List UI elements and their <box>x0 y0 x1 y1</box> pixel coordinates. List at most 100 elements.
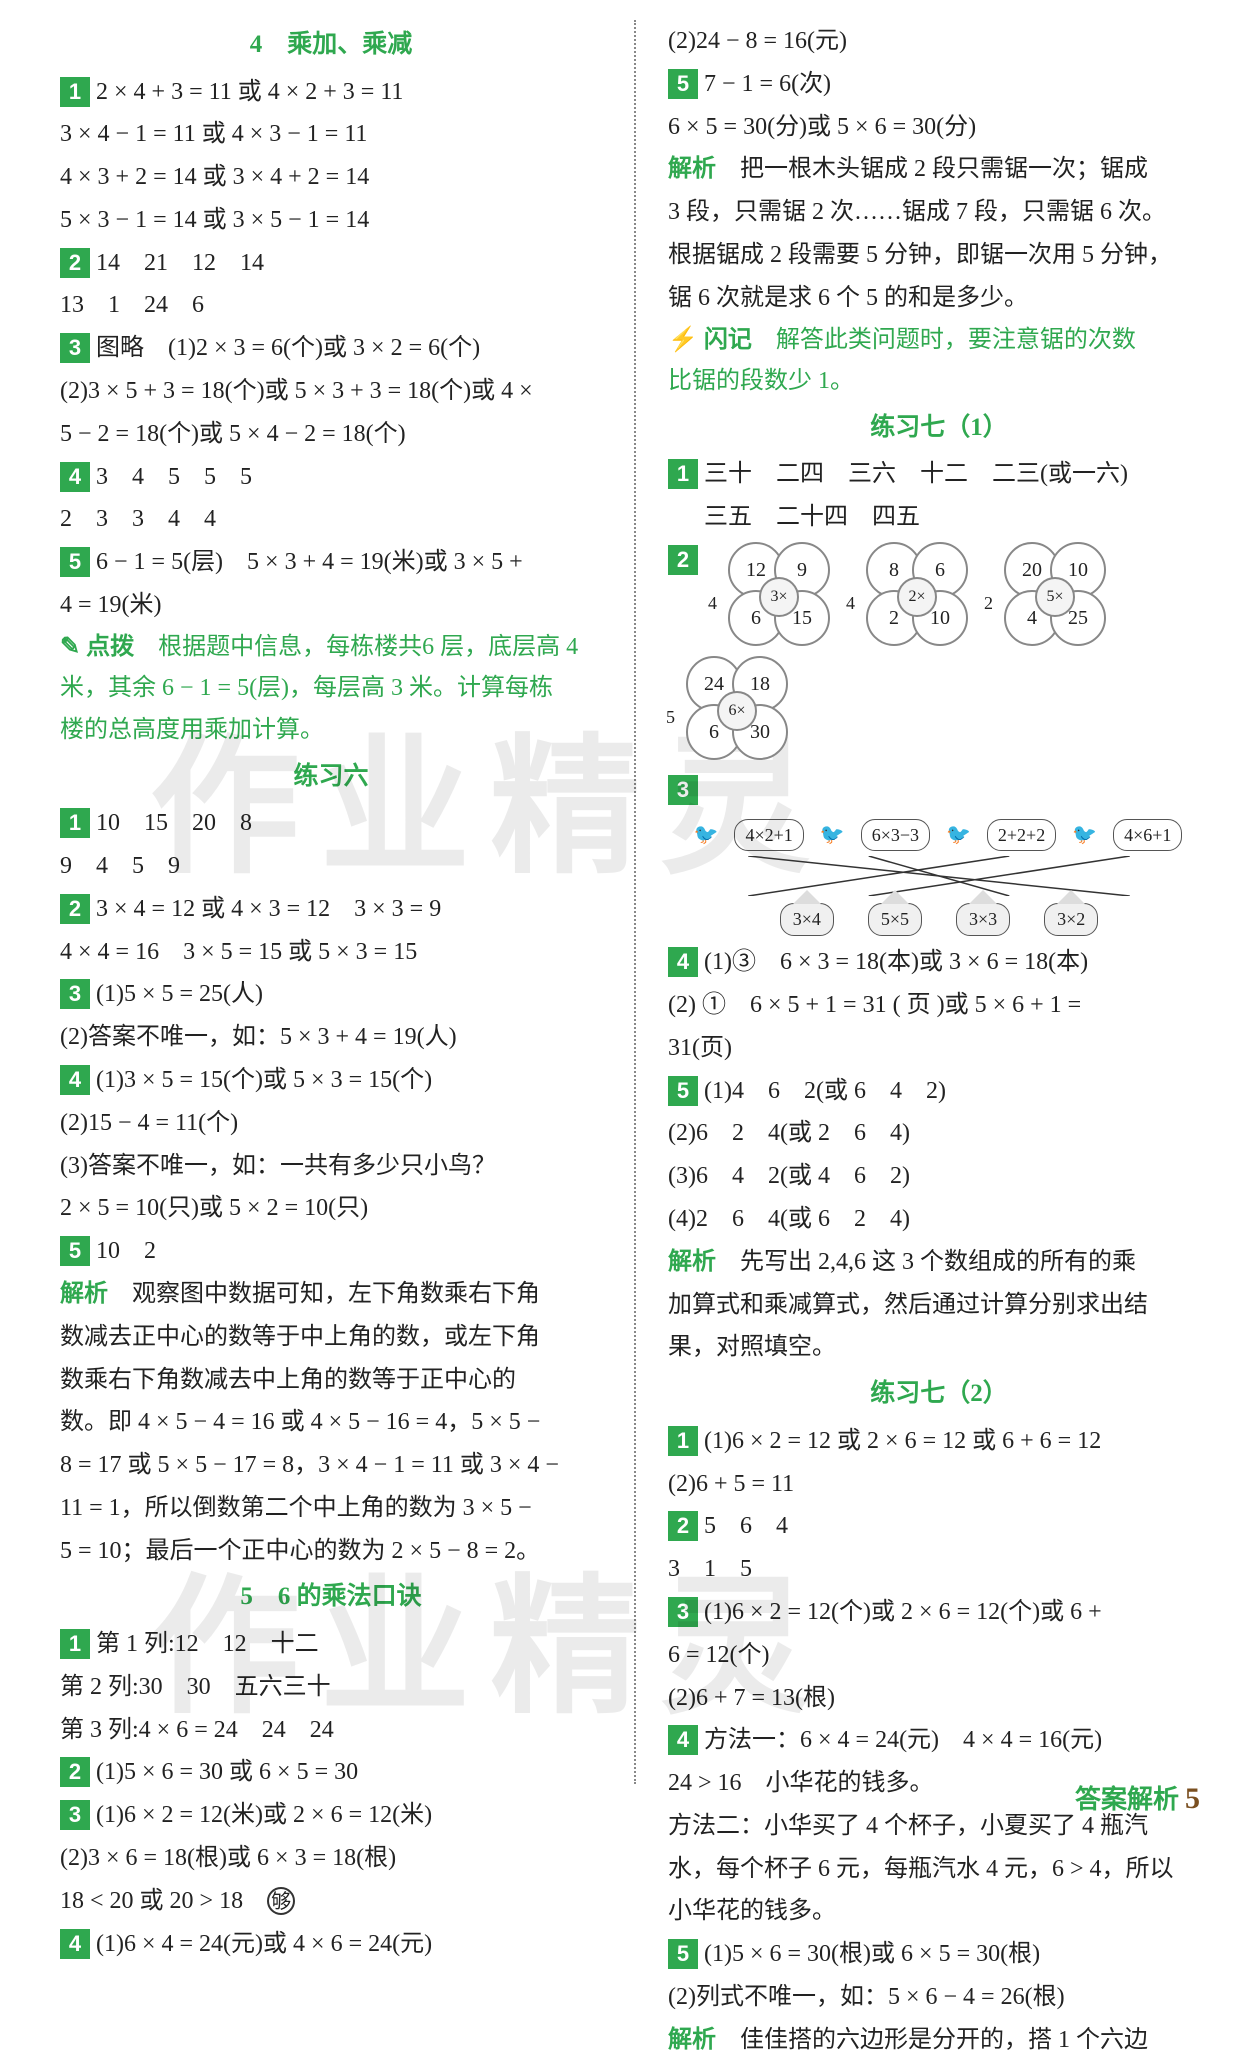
qnum-2: 2 <box>668 545 698 575</box>
page-container: 4 乘加、乘减 12 × 4 + 3 = 11 或 4 × 2 + 3 = 11… <box>60 20 1210 1784</box>
text: 5 − 2 = 18(个)或 5 × 4 − 2 = 18(个) <box>60 414 602 455</box>
fig3-top-row: 🐦 4×2+1 🐦 6×3−3 🐦 2+2+2 🐦 4×6+1 <box>668 814 1210 855</box>
text: (1)6 × 4 = 24(元)或 4 × 6 = 24(元) <box>96 1931 432 1957</box>
text: (2)3 × 5 + 3 = 18(个)或 5 × 3 + 3 = 18(个)或… <box>60 371 602 412</box>
expr-pill: 4×2+1 <box>734 819 803 852</box>
tip-text: 根据题中信息，每栋楼共6 层，底层高 4 <box>158 634 578 660</box>
text: 2 × 4 + 3 = 11 或 4 × 2 + 3 = 11 <box>96 79 403 105</box>
fig3-bottom-row: 3×4 5×5 3×3 3×2 <box>668 898 1210 939</box>
tip-text: 楼的总高度用乘加计算。 <box>60 711 602 751</box>
house-pill: 3×3 <box>956 903 1010 936</box>
text: (2)3 × 6 = 18(根)或 6 × 3 = 18(根) <box>60 1838 602 1879</box>
text: 小华花的钱多。 <box>668 1891 1210 1932</box>
exercise-7-2-title: 练习七（2） <box>668 1373 1210 1416</box>
tip-text: 比锯的段数少 1。 <box>668 362 1210 402</box>
qnum-5: 5 <box>668 69 698 99</box>
section-4-title: 4 乘加、乘减 <box>60 24 602 67</box>
circled-char: 够 <box>267 1887 295 1915</box>
text: (2)6 + 5 = 11 <box>668 1464 1210 1505</box>
text: 根据锯成 2 段需要 5 分钟，即锯一次用 5 分钟， <box>668 235 1210 276</box>
expr-pill: 4×6+1 <box>1113 819 1182 852</box>
text: (2)24 − 8 = 16(元) <box>668 21 1210 62</box>
flash-icon: ⚡ <box>668 327 704 353</box>
text: 7 − 1 = 6(次) <box>704 71 831 97</box>
text: 先写出 2,4,6 这 3 个数组成的所有的乘 <box>740 1249 1136 1275</box>
qnum-1: 1 <box>60 1629 90 1659</box>
text: 5 = 10；最后一个正中心的数为 2 × 5 − 8 = 2。 <box>60 1531 602 1572</box>
qnum-3: 3 <box>60 979 90 1009</box>
text: 6 × 5 = 30(分)或 5 × 6 = 30(分) <box>668 107 1210 148</box>
analysis-label: 解析 <box>668 1249 716 1275</box>
qnum-2: 2 <box>60 894 90 924</box>
text: 第 3 列:4 × 6 = 24 24 24 <box>60 1710 602 1751</box>
page-footer: 答案解析5 <box>1075 1773 1200 1824</box>
qnum-1: 1 <box>60 808 90 838</box>
qnum-2: 2 <box>60 248 90 278</box>
text: 6 = 12(个) <box>668 1635 1210 1676</box>
text: (1)5 × 6 = 30(根)或 6 × 5 = 30(根) <box>704 1941 1040 1967</box>
left-column: 4 乘加、乘减 12 × 4 + 3 = 11 或 4 × 2 + 3 = 11… <box>60 20 612 1784</box>
column-divider <box>634 20 636 1784</box>
house-pill: 3×2 <box>1044 903 1098 936</box>
footer-label: 答案解析 <box>1075 1785 1179 1814</box>
text: 加算式和乘减算式，然后通过计算分别求出结 <box>668 1285 1210 1326</box>
tip-icon: ✎ <box>60 634 86 660</box>
qnum-4: 4 <box>668 1725 698 1755</box>
text: (2)15 − 4 = 11(个) <box>60 1103 602 1144</box>
house-pill: 3×4 <box>780 903 834 936</box>
text: (2)答案不唯一，如：5 × 3 + 4 = 19(人) <box>60 1017 602 1058</box>
text: (1)6 × 2 = 12(米)或 2 × 6 = 12(米) <box>96 1802 432 1828</box>
exercise-7-1-title: 练习七（1） <box>668 407 1210 450</box>
text: 10 15 20 8 <box>96 810 252 836</box>
qnum-3: 3 <box>60 1800 90 1830</box>
qnum-1: 1 <box>668 1426 698 1456</box>
text: (1)4 6 2(或 6 4 2) <box>704 1078 946 1104</box>
text: 三十 二四 三六 十二 二三(或一六) <box>704 461 1128 487</box>
text: 4 = 19(米) <box>60 585 602 626</box>
qnum-4: 4 <box>60 1929 90 1959</box>
text: 图略 (1)2 × 3 = 6(个)或 3 × 2 = 6(个) <box>96 335 480 361</box>
qnum-4: 4 <box>668 947 698 977</box>
text: (3)答案不唯一，如：一共有多少只小鸟？ <box>60 1146 602 1187</box>
analysis-label: 解析 <box>668 2027 716 2053</box>
text: 第 1 列:12 12 十二 <box>96 1631 319 1657</box>
text: (2)6 2 4(或 2 6 4) <box>668 1113 1210 1154</box>
bird-icon: 🐦 <box>1072 818 1097 852</box>
qnum-1: 1 <box>60 77 90 107</box>
text: 11 = 1，所以倒数第二个中上角的数为 3 × 5 − <box>60 1488 602 1529</box>
text: 观察图中数据可知，左下角数乘右下角 <box>132 1281 540 1307</box>
text: 佳佳搭的六边形是分开的，搭 1 个六边 <box>740 2027 1148 2053</box>
qnum-3: 3 <box>60 333 90 363</box>
text: 2 3 3 4 4 <box>60 499 602 540</box>
tip-text: 解答此类问题时，要注意锯的次数 <box>776 327 1136 353</box>
text: 3 × 4 − 1 = 11 或 4 × 3 − 1 = 11 <box>60 114 602 155</box>
text: 9 4 5 9 <box>60 846 602 887</box>
text: 3 4 5 5 5 <box>96 464 252 490</box>
text: (1)5 × 6 = 30 或 6 × 5 = 30 <box>96 1759 358 1785</box>
right-column: (2)24 − 8 = 16(元) 57 − 1 = 6(次) 6 × 5 = … <box>658 20 1210 1784</box>
text: (1)6 × 2 = 12 或 2 × 6 = 12 或 6 + 6 = 12 <box>704 1428 1101 1454</box>
text: 6 − 1 = 5(层) 5 × 3 + 4 = 19(米)或 3 × 5 + <box>96 549 523 575</box>
qnum-5: 5 <box>668 1076 698 1106</box>
text: 数减去正中心的数等于中上角的数，或左下角 <box>60 1317 602 1358</box>
text: (2)6 + 7 = 13(根) <box>668 1678 1210 1719</box>
text: 4 × 4 = 16 3 × 5 = 15 或 5 × 3 = 15 <box>60 932 602 973</box>
analysis-label: 解析 <box>668 156 716 182</box>
text: (4)2 6 4(或 6 2 4) <box>668 1199 1210 1240</box>
text: 数。即 4 × 5 − 4 = 16 或 4 × 5 − 16 = 4，5 × … <box>60 1402 602 1443</box>
flash-label: 闪记 <box>704 327 752 353</box>
page-number: 5 <box>1185 1782 1200 1815</box>
qnum-2: 2 <box>60 1757 90 1787</box>
text: 18 < 20 或 20 > 18 <box>60 1888 243 1914</box>
text: 10 2 <box>96 1238 156 1264</box>
text: 数乘右下角数减去中上角的数等于正中心的 <box>60 1360 602 1401</box>
text: 3 1 5 <box>668 1549 1210 1590</box>
text: 5 × 3 − 1 = 14 或 3 × 5 − 1 = 14 <box>60 200 602 241</box>
expr-pill: 2+2+2 <box>987 819 1056 852</box>
text: 8 = 17 或 5 × 5 − 17 = 8，3 × 4 − 1 = 11 或… <box>60 1445 602 1486</box>
text: 锯 6 次就是求 6 个 5 的和是多少。 <box>668 278 1210 319</box>
bird-icon: 🐦 <box>694 818 719 852</box>
tip-label: 点拨 <box>86 634 134 660</box>
cross-lines <box>688 856 1190 896</box>
circle-figures: 12961543×8621042×201042525×241863056× <box>668 547 1124 687</box>
